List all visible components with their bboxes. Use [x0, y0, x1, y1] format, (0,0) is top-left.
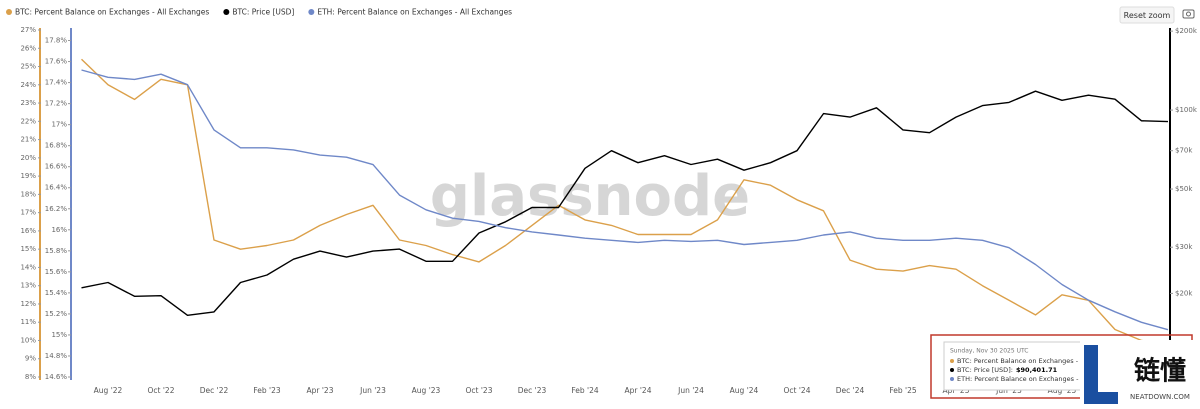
y-tick-label: 15.2%: [45, 310, 68, 318]
legend-label: BTC: Percent Balance on Exchanges - All …: [15, 8, 209, 17]
y-tick-label: 21%: [20, 136, 36, 144]
y-tick-label: 15.8%: [45, 247, 68, 255]
y-tick-label: 15.6%: [45, 268, 68, 276]
logo-name: 链懂: [1134, 356, 1186, 387]
y-tick-label: 20%: [20, 154, 36, 162]
y-tick-label: 16.8%: [45, 142, 68, 150]
y-tick-label: 16%: [20, 227, 36, 235]
x-tick-label: Oct '22: [148, 386, 175, 395]
y-tick-label: 14.8%: [45, 352, 68, 360]
y-tick-label: 15%: [51, 331, 67, 339]
x-tick-label: Jun '23: [359, 386, 386, 395]
y-tick-label: 25%: [20, 63, 36, 71]
y-tick-label: 16.2%: [45, 205, 68, 213]
y-tick-label: 27%: [20, 26, 36, 34]
tooltip-item: BTC: Percent Balance on Exchanges - A: [957, 357, 1085, 365]
series-line: [81, 69, 1169, 331]
tooltip-dot: [950, 377, 954, 381]
y-tick-label: 23%: [20, 99, 36, 107]
x-tick-label: Apr '24: [625, 386, 652, 395]
x-tick-label: Oct '23: [466, 386, 493, 395]
camera-body[interactable]: [1182, 9, 1195, 19]
y-tick-label: 17.4%: [45, 79, 68, 87]
y-tick-label: 13%: [20, 282, 36, 290]
x-tick-label: Dec '24: [836, 386, 865, 395]
x-tick-label: Dec '23: [518, 386, 547, 395]
x-tick-label: Feb '24: [571, 386, 598, 395]
x-tick-label: Jun '24: [677, 386, 704, 395]
y-tick-label: $30k: [1175, 243, 1193, 251]
legend-label: BTC: Price [USD]: [232, 8, 294, 17]
y-tick-label: 19%: [20, 172, 36, 180]
y-tick-label: $200k: [1175, 27, 1198, 35]
camera-lens[interactable]: [1186, 11, 1191, 17]
logo-mark: [1084, 345, 1118, 404]
reset-zoom[interactable]: Reset zoom: [1119, 6, 1175, 24]
series-line: [81, 58, 1169, 345]
y-tick-label: $50k: [1175, 185, 1193, 193]
y-tick-label: $100k: [1175, 106, 1198, 114]
x-tick-label: Aug '22: [94, 386, 123, 395]
y-tick-label: 16.4%: [45, 184, 68, 192]
y-tick-label: 15%: [20, 245, 36, 253]
y-tick-label: 11%: [20, 318, 36, 326]
y-tick-label: 26%: [20, 44, 36, 52]
camera-icon[interactable]: [1182, 9, 1195, 19]
legend-marker: [6, 9, 12, 15]
x-tick-label: Feb '23: [253, 386, 280, 395]
legend: BTC: Percent Balance on Exchanges - All …: [6, 8, 512, 17]
plot: [81, 58, 1169, 345]
y-tick-label: 15.4%: [45, 289, 68, 297]
tooltip-item: ETH: Percent Balance on Exchanges - A: [957, 375, 1086, 383]
y-tick-label: 8%: [25, 373, 36, 381]
y-tick-label: 12%: [20, 300, 36, 308]
watermark: glassnode: [430, 164, 750, 229]
series-line: [81, 90, 1169, 316]
tooltip-dot: [950, 368, 954, 372]
tooltip-overlay: Sunday, Nov 30 2025 UTC BTC: Percent Bal…: [930, 334, 1200, 409]
y-tick-label: 16.6%: [45, 163, 68, 171]
y-tick-label: $20k: [1175, 289, 1193, 297]
y-tick-label: 17%: [20, 209, 36, 217]
x-tick-label: Aug '23: [412, 386, 441, 395]
y-tick-label: 10%: [20, 336, 36, 344]
tooltip-item: BTC: Price [USD]:: [957, 366, 1013, 374]
legend-marker: [223, 9, 230, 15]
y-tick-label: 9%: [25, 355, 36, 363]
x-tick-label: Dec '22: [200, 386, 229, 395]
y-tick-label: 18%: [20, 190, 36, 198]
y-tick-label: 17.8%: [45, 37, 68, 45]
y-tick-label: 14.6%: [45, 373, 68, 381]
x-tick-label: Apr '23: [307, 386, 334, 395]
y-tick-label: 17%: [51, 121, 67, 129]
y-tick-label: 14%: [20, 263, 36, 271]
legend-label: ETH: Percent Balance on Exchanges - All …: [317, 8, 512, 17]
y-tick-label: 24%: [20, 81, 36, 89]
logo-site: NEATDOWN.COM: [1130, 393, 1190, 401]
y-tick-label: 16%: [51, 226, 67, 234]
tooltip-dot: [950, 359, 954, 363]
y-tick-label: 22%: [20, 117, 36, 125]
tooltip-box: [943, 341, 1087, 391]
y-tick-label: 17.2%: [45, 100, 68, 108]
x-tick-label: Oct '24: [784, 386, 811, 395]
y-tick-label: 17.6%: [45, 58, 68, 66]
x-tick-label: Aug '24: [730, 386, 759, 395]
x-tick-label: Feb '25: [889, 386, 916, 395]
reset-zoom-button[interactable]: [1119, 6, 1175, 24]
tooltip-date: Sunday, Nov 30 2025 UTC: [950, 348, 1029, 355]
reset-zoom-label[interactable]: Reset zoom: [1124, 11, 1171, 20]
tooltip-value: $90,401.71: [1016, 366, 1058, 374]
legend-marker: [308, 9, 315, 15]
y-tick-label: $70k: [1175, 147, 1193, 155]
